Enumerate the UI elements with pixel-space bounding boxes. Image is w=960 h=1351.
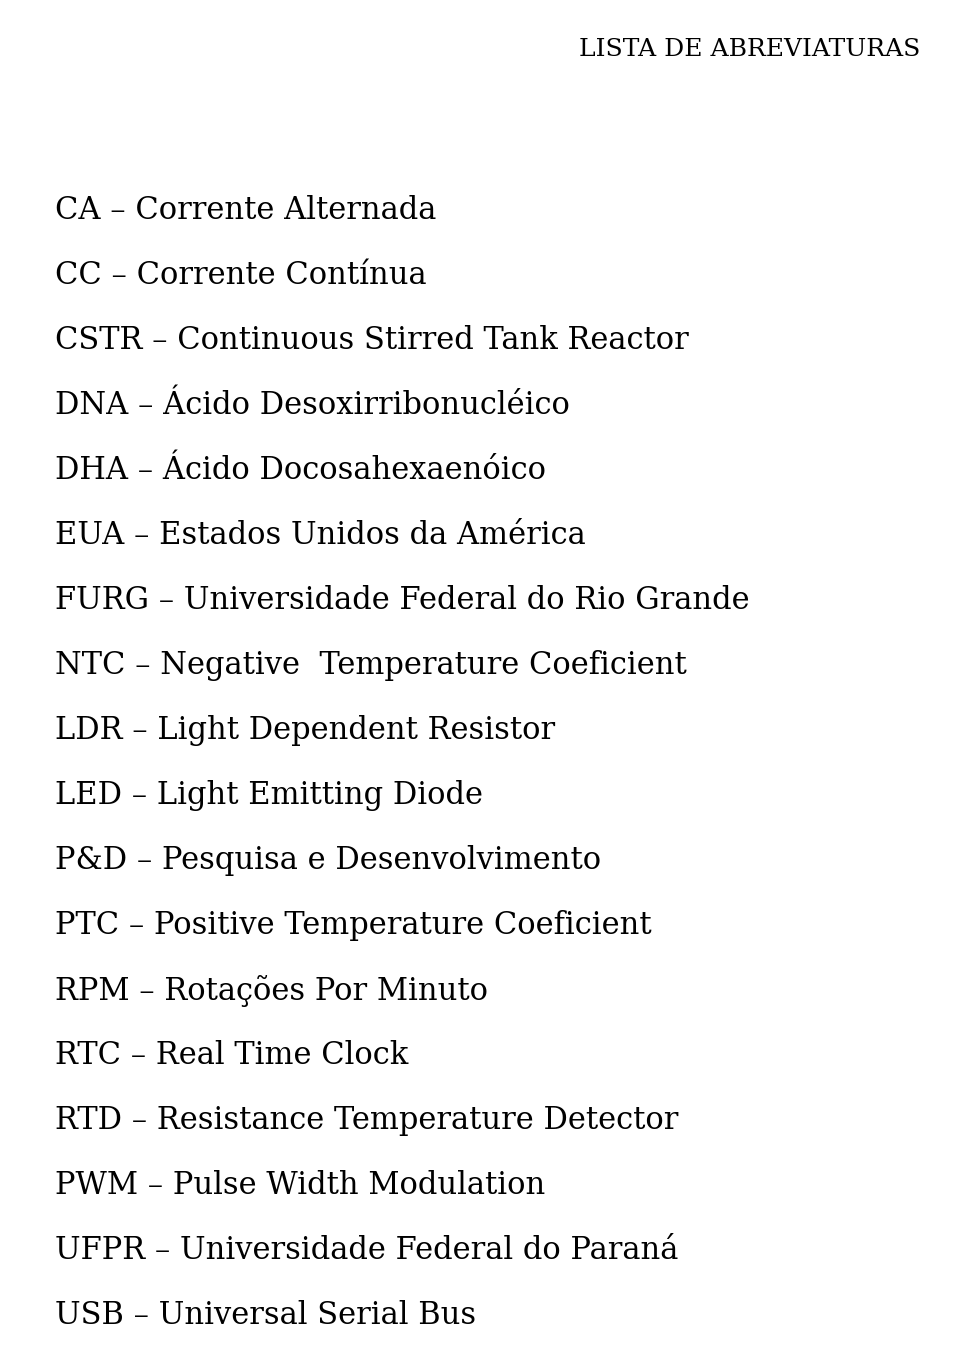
Text: USB – Universal Serial Bus: USB – Universal Serial Bus	[55, 1300, 476, 1331]
Text: P&D – Pesquisa e Desenvolvimento: P&D – Pesquisa e Desenvolvimento	[55, 844, 601, 875]
Text: PWM – Pulse Width Modulation: PWM – Pulse Width Modulation	[55, 1170, 545, 1201]
Text: NTC – Negative  Temperature Coeficient: NTC – Negative Temperature Coeficient	[55, 650, 686, 681]
Text: LDR – Light Dependent Resistor: LDR – Light Dependent Resistor	[55, 715, 555, 746]
Text: RTD – Resistance Temperature Detector: RTD – Resistance Temperature Detector	[55, 1105, 679, 1136]
Text: CC – Corrente Contínua: CC – Corrente Contínua	[55, 259, 426, 290]
Text: EUA – Estados Unidos da América: EUA – Estados Unidos da América	[55, 520, 586, 551]
Text: LED – Light Emitting Diode: LED – Light Emitting Diode	[55, 780, 483, 811]
Text: LISTA DE ABREVIATURAS: LISTA DE ABREVIATURAS	[579, 38, 920, 61]
Text: CSTR – Continuous Stirred Tank Reactor: CSTR – Continuous Stirred Tank Reactor	[55, 326, 688, 357]
Text: CA – Corrente Alternada: CA – Corrente Alternada	[55, 195, 437, 226]
Text: FURG – Universidade Federal do Rio Grande: FURG – Universidade Federal do Rio Grand…	[55, 585, 750, 616]
Text: DNA – Ácido Desoxirribonucléico: DNA – Ácido Desoxirribonucléico	[55, 390, 570, 422]
Text: RPM – Rotações Por Minuto: RPM – Rotações Por Minuto	[55, 975, 488, 1006]
Text: PTC – Positive Temperature Coeficient: PTC – Positive Temperature Coeficient	[55, 911, 652, 942]
Text: UFPR – Universidade Federal do Paraná: UFPR – Universidade Federal do Paraná	[55, 1235, 679, 1266]
Text: DHA – Ácido Docosahexaenóico: DHA – Ácido Docosahexaenóico	[55, 455, 546, 486]
Text: RTC – Real Time Clock: RTC – Real Time Clock	[55, 1040, 408, 1071]
